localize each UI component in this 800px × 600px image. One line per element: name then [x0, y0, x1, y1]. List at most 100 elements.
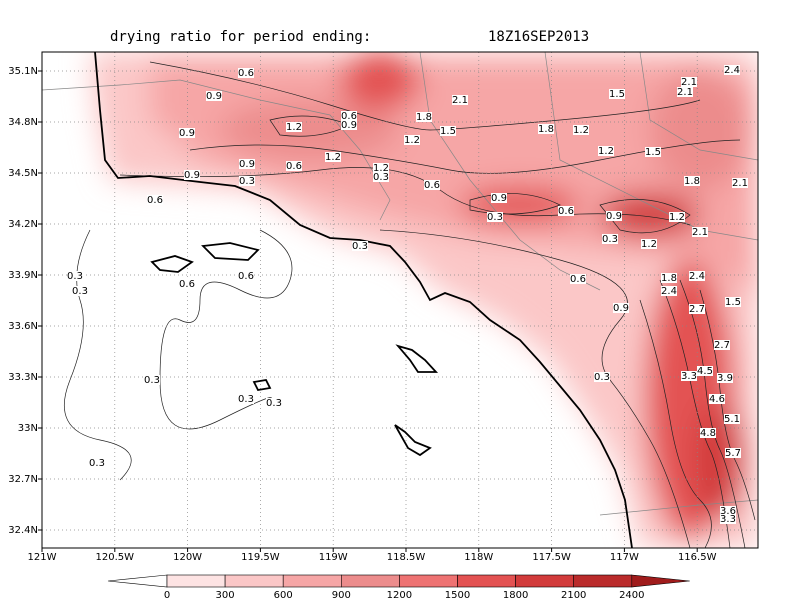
- contour-label: 2.7: [714, 340, 730, 351]
- contour-label: 1.8: [538, 124, 554, 135]
- contour-label: 0.3: [144, 375, 160, 386]
- colorbar-label: 300: [216, 590, 235, 600]
- state-borders: [42, 52, 758, 516]
- contour-label: 3.3: [720, 514, 736, 525]
- contour-label-bg: [709, 394, 725, 404]
- contour-label-bg: [266, 398, 282, 408]
- contour-label: 0.3: [239, 176, 255, 187]
- contour-label-bg: [67, 271, 83, 281]
- contour-label-bg: [452, 95, 468, 105]
- contour-label: 0.9: [613, 303, 629, 314]
- contour-label-bg: [732, 178, 748, 188]
- contour-labels: 0.60.90.60.91.20.91.20.9 0.60.90.31.20.30…: [67, 65, 748, 525]
- contour-label: 0.9: [491, 193, 507, 204]
- contour-label-bg: [341, 120, 357, 130]
- contour-label-bg: [641, 239, 657, 249]
- contour-label-bg: [689, 271, 705, 281]
- colorbar-label: 1200: [387, 590, 412, 600]
- contour-label-bg: [609, 89, 625, 99]
- lat-label: 34.5N: [8, 168, 38, 179]
- colorbar-box: [282, 574, 342, 588]
- contour-label: 1.8: [661, 273, 677, 284]
- contour-label-bg: [645, 147, 661, 157]
- contour-label-bg: [89, 458, 105, 468]
- contour-label: 0.3: [373, 172, 389, 183]
- colorbar-box: [515, 574, 574, 588]
- contour-label-bg: [424, 180, 440, 190]
- contour-label-bg: [352, 241, 368, 251]
- contour-label: 3.6: [720, 506, 736, 517]
- colorbar-label: 0: [164, 590, 170, 600]
- lon-label: 118.5W: [387, 552, 426, 563]
- contour-label: 0.3: [487, 212, 503, 223]
- contour-label-bg: [717, 373, 733, 383]
- lat-label: 33.6N: [8, 321, 38, 332]
- colorbar-box: [224, 574, 284, 588]
- contour-label: 0.6: [424, 180, 440, 191]
- contour-label: 1.2: [404, 135, 420, 146]
- contour-label-bg: [700, 428, 716, 438]
- contour-label: 1.2: [641, 239, 657, 250]
- contour-label-bg: [239, 176, 255, 186]
- contour-label: 1.2: [325, 152, 341, 163]
- valid-time: 18Z16SEP2013: [488, 29, 589, 45]
- contour-label-bg: [341, 111, 357, 121]
- map-area: 0.60.90.60.91.20.91.20.9 0.60.90.31.20.30…: [42, 52, 758, 548]
- lat-label: 34.8N: [8, 117, 38, 128]
- lat-label: 33.3N: [8, 372, 38, 383]
- contour-label-bg: [720, 514, 736, 524]
- contour-label-bg: [681, 77, 697, 87]
- contour-label: 1.2: [669, 212, 685, 223]
- contour-label: 3.9: [717, 373, 733, 384]
- contour-label-bg: [179, 279, 195, 289]
- contour-label-bg: [570, 274, 586, 284]
- contour-label-bg: [661, 273, 677, 283]
- contour-label: 0.6: [147, 195, 163, 206]
- contour-label-bg: [725, 297, 741, 307]
- lon-label: 119.5W: [241, 552, 280, 563]
- contour-label-bg: [684, 176, 700, 186]
- contour-label-bg: [184, 170, 200, 180]
- map-frame: [41, 51, 759, 549]
- contour-label: 0.6: [286, 161, 302, 172]
- contour-label: 2.4: [724, 65, 740, 76]
- contour-label: 3.3: [681, 371, 697, 382]
- contour-label: 0.9: [239, 159, 255, 170]
- lat-label: 35.1N: [8, 66, 38, 77]
- colorbar-box: [399, 574, 458, 588]
- contour-label-bg: [602, 234, 618, 244]
- lon-label: 116.5W: [678, 552, 717, 563]
- colorbar-label: 2400: [619, 590, 644, 600]
- contour-label-bg: [325, 152, 341, 162]
- contour-label-bg: [725, 448, 741, 458]
- colorbar-box: [166, 574, 226, 588]
- contour-label: 1.2: [373, 163, 389, 174]
- contour-label-bg: [720, 506, 736, 516]
- colorbar-box: [340, 574, 400, 588]
- contour-label: 2.1: [692, 227, 708, 238]
- contour-label-bg: [692, 227, 708, 237]
- lat-label: 32.4N: [8, 525, 38, 536]
- title: drying ratio for period ending:: [110, 29, 371, 45]
- lat-label: 33.9N: [8, 270, 38, 281]
- contour-label-bg: [206, 91, 222, 101]
- contour-label-bg: [144, 375, 160, 385]
- coastline: [94, 52, 633, 548]
- contour-label-bg: [491, 193, 507, 203]
- contour-label-bg: [689, 304, 705, 314]
- contour-label-bg: [558, 206, 574, 216]
- contour-label-bg: [239, 159, 255, 169]
- contour-label-bg: [606, 211, 622, 221]
- contour-label-bg: [179, 128, 195, 138]
- contour-label-bg: [286, 122, 302, 132]
- colorbar-label: 2100: [561, 590, 586, 600]
- contour-label: 0.9: [606, 211, 622, 222]
- contour-label-bg: [677, 87, 693, 97]
- contour-label-bg: [373, 163, 389, 173]
- contour-label: 1.2: [573, 125, 589, 136]
- lon-label: 120.5W: [96, 552, 135, 563]
- contour-label: 1.5: [440, 126, 456, 137]
- lat-label: 32.7N: [8, 474, 38, 485]
- contour-label: 0.3: [352, 241, 368, 252]
